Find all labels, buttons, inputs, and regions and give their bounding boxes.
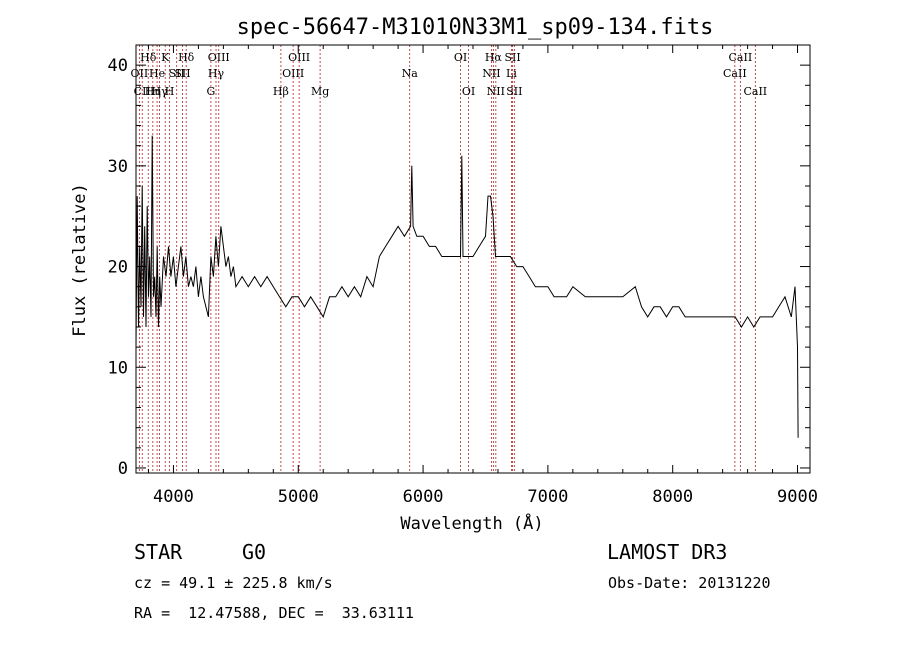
x-tick-label-9000: 9000: [777, 487, 818, 507]
y-tick-label-0: 0: [118, 459, 128, 479]
marker-label-29: CaII: [743, 85, 767, 98]
marker-label-12: Hγ: [208, 67, 225, 80]
marker-label-28: CaII: [729, 51, 753, 64]
marker-label-17: Mg: [311, 85, 329, 98]
object-class: STAR: [134, 540, 183, 564]
y-tick-label-40: 40: [108, 56, 128, 76]
marker-label-16: OIII: [288, 51, 310, 64]
marker-label-10: Hδ: [178, 51, 195, 64]
coordinates-text: RA = 12.47588, DEC = 33.63111: [134, 604, 414, 622]
y-tick-label-30: 30: [108, 157, 128, 177]
marker-label-27: CaII: [723, 67, 747, 80]
marker-label-4: He: [149, 67, 165, 80]
emission-line-labels: OIICIIHδHηHeHγKHSIISIIHδGHγOIIIHβOIIIOII…: [131, 51, 768, 98]
y-axis-ticks: 0 10 20 30 40: [108, 56, 810, 479]
emission-line-markers: [138, 45, 756, 473]
y-tick-label-10: 10: [108, 358, 128, 378]
marker-label-23: NII: [487, 85, 505, 98]
marker-label-25: SII: [504, 51, 520, 64]
obs-date-text: Obs-Date: 20131220: [608, 574, 771, 592]
marker-label-3: Hη: [145, 85, 161, 98]
spectrum-line: [135, 135, 799, 438]
marker-label-0: OII: [131, 67, 149, 80]
plot-frame: [135, 44, 811, 474]
marker-label-22: Hα: [485, 51, 503, 64]
marker-label-9: SII: [174, 67, 190, 80]
marker-label-11: G: [206, 85, 215, 98]
marker-label-20: OI: [462, 85, 475, 98]
x-tick-label-8000: 8000: [652, 487, 693, 507]
x-tick-label-6000: 6000: [403, 487, 444, 507]
marker-label-19: OI: [454, 51, 467, 64]
x-axis-label: Wavelength (Å): [400, 512, 543, 534]
marker-label-14: Hβ: [273, 85, 289, 98]
redshift-text: cz = 49.1 ± 225.8 km/s: [134, 574, 333, 592]
marker-label-6: K: [161, 51, 170, 64]
marker-label-8: SII: [169, 67, 185, 80]
y-axis-label: Flux (relative): [70, 183, 90, 337]
marker-label-15: OIII: [282, 67, 304, 80]
x-tick-label-5000: 5000: [278, 487, 319, 507]
marker-label-18: Na: [402, 67, 419, 80]
object-subclass: G0: [242, 540, 267, 564]
chart-title: spec-56647-M31010N33M1_sp09-134.fits: [237, 15, 714, 40]
y-tick-label-20: 20: [108, 258, 128, 278]
marker-label-13: OIII: [208, 51, 230, 64]
marker-label-5: Hγ: [152, 85, 169, 98]
marker-label-21: NII: [482, 67, 500, 80]
marker-label-1: CII: [134, 85, 151, 98]
x-tick-label-4000: 4000: [153, 487, 194, 507]
marker-label-24: Li: [506, 67, 517, 80]
survey-name: LAMOST DR3: [607, 540, 728, 564]
x-axis-ticks: 4000 5000 6000 7000 8000 9000: [147, 45, 818, 507]
marker-label-7: H: [165, 85, 175, 98]
marker-label-2: Hδ: [140, 51, 157, 64]
x-tick-label-7000: 7000: [527, 487, 568, 507]
marker-label-26: SII: [506, 85, 522, 98]
